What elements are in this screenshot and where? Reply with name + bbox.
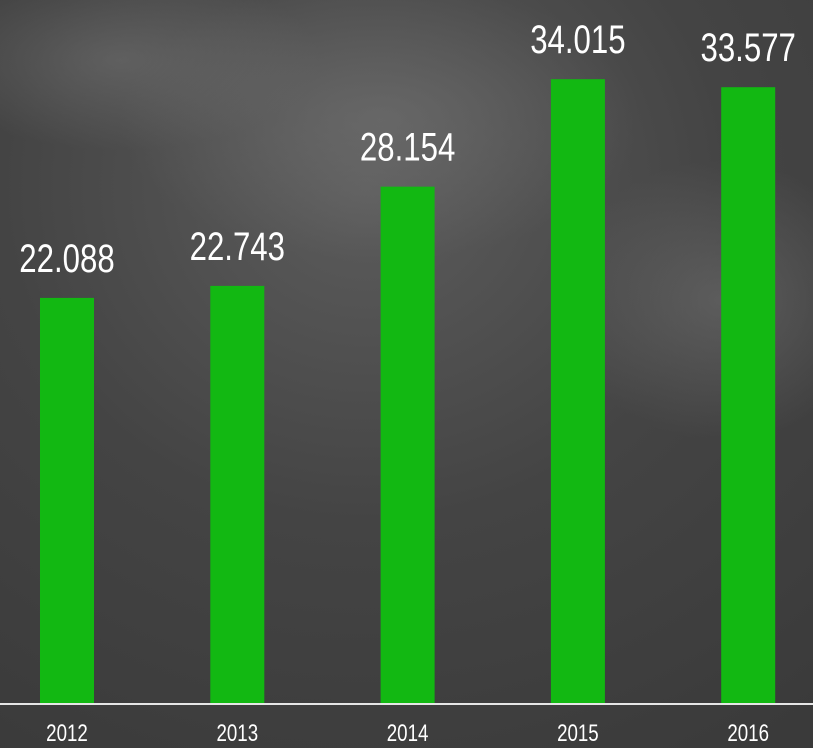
x-tick-label: 2015 <box>557 720 599 747</box>
x-tick-label: 2012 <box>46 720 88 747</box>
value-label: 33.577 <box>700 26 795 71</box>
bar <box>721 87 776 704</box>
bar <box>210 285 265 703</box>
value-label: 28.154 <box>360 125 455 170</box>
value-label: 34.015 <box>530 17 625 62</box>
value-label: 22.088 <box>19 236 114 281</box>
x-tick-label: 2016 <box>727 720 769 747</box>
value-label: 22.743 <box>190 224 285 269</box>
bar <box>380 186 435 703</box>
bar <box>550 79 605 703</box>
bar <box>40 297 94 703</box>
x-tick-label: 2013 <box>216 720 258 747</box>
cloud <box>0 0 320 150</box>
x-tick-label: 2014 <box>387 720 429 747</box>
